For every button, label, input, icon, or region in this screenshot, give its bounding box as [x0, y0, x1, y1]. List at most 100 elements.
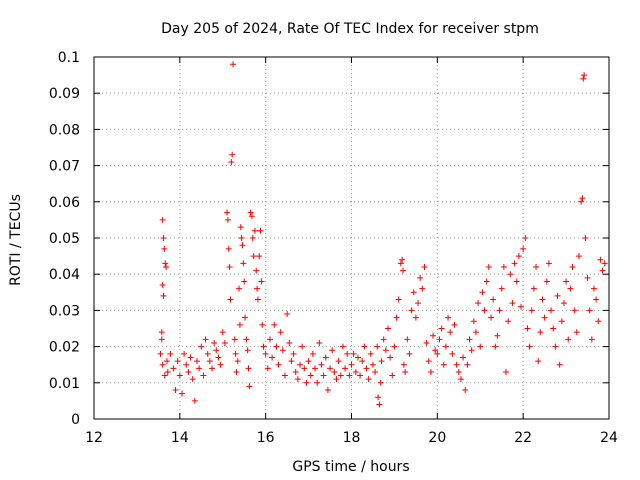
data-point: [161, 372, 168, 379]
data-point: [213, 347, 220, 354]
data-point: [524, 325, 531, 332]
data-point: [352, 368, 359, 375]
data-point: [541, 314, 548, 321]
data-point: [423, 339, 430, 346]
data-point: [367, 350, 374, 357]
data-point: [236, 285, 243, 292]
data-point: [391, 343, 398, 350]
data-point: [299, 343, 306, 350]
data-point: [382, 347, 389, 354]
data-point: [530, 285, 537, 292]
data-point: [505, 318, 512, 325]
data-point: [202, 336, 209, 343]
data-point: [322, 354, 329, 361]
data-point: [579, 195, 586, 202]
data-point: [200, 372, 207, 379]
data-point: [284, 311, 291, 318]
x-tick-label: 16: [257, 430, 275, 446]
data-point: [318, 361, 325, 368]
data-point: [232, 350, 239, 357]
data-point: [324, 387, 331, 394]
data-point: [303, 379, 310, 386]
data-point: [301, 365, 308, 372]
data-point: [479, 289, 486, 296]
data-point: [237, 224, 244, 231]
data-point: [251, 227, 258, 234]
data-point: [163, 263, 170, 270]
data-point: [500, 263, 507, 270]
y-tick-label: 0.1: [58, 50, 80, 66]
y-tick-label: 0.04: [49, 267, 80, 283]
data-point: [309, 350, 316, 357]
axis-ticks: 12 14 16 18 20 22 24 0 0.01 0.02 0.03 0.04 0.05 0.06 0…: [49, 50, 618, 446]
data-point: [515, 253, 522, 260]
data-point: [365, 376, 372, 383]
y-tick-label: 0.05: [49, 231, 80, 247]
data-point: [292, 368, 299, 375]
data-point: [240, 260, 247, 267]
data-point: [206, 358, 213, 365]
data-point: [410, 289, 417, 296]
data-point: [560, 300, 567, 307]
data-point: [483, 278, 490, 285]
data-point: [273, 343, 280, 350]
data-point: [558, 318, 565, 325]
data-point: [253, 267, 260, 274]
data-point: [294, 376, 301, 383]
data-point: [243, 336, 250, 343]
data-point: [329, 347, 336, 354]
data-point: [573, 329, 580, 336]
data-point: [485, 263, 492, 270]
data-point: [556, 361, 563, 368]
data-point: [397, 260, 404, 267]
data-point: [290, 350, 297, 357]
data-point: [161, 245, 168, 252]
chart-title: Day 205 of 2024, Rate Of TEC Index for r…: [161, 21, 539, 37]
data-point: [464, 361, 471, 368]
data-point: [248, 213, 255, 220]
data-point: [228, 158, 235, 165]
data-point: [374, 343, 381, 350]
data-point: [490, 296, 497, 303]
data-point: [348, 361, 355, 368]
data-point: [498, 285, 505, 292]
data-point: [354, 354, 361, 361]
data-point: [174, 358, 181, 365]
data-point: [350, 350, 357, 357]
data-point: [389, 372, 396, 379]
data-point: [189, 376, 196, 383]
data-point: [181, 350, 188, 357]
data-point: [224, 216, 231, 223]
data-point: [277, 329, 284, 336]
data-point: [281, 372, 288, 379]
data-point: [601, 260, 608, 267]
data-point: [176, 372, 183, 379]
data-point: [227, 296, 234, 303]
data-point: [384, 325, 391, 332]
data-point: [187, 354, 194, 361]
data-point: [198, 343, 205, 350]
data-point: [164, 368, 171, 375]
data-point: [380, 336, 387, 343]
data-point: [466, 336, 473, 343]
data-point: [563, 278, 570, 285]
data-point: [215, 354, 222, 361]
data-point: [528, 307, 535, 314]
data-point: [185, 368, 192, 375]
y-axis-label: ROTI / TECUs: [8, 194, 24, 286]
data-point: [445, 314, 452, 321]
data-point: [545, 260, 552, 267]
data-point: [393, 314, 400, 321]
data-point: [487, 314, 494, 321]
x-axis-label: GPS time / hours: [292, 459, 409, 475]
data-point: [254, 285, 261, 292]
data-point: [236, 321, 243, 328]
data-point: [217, 361, 224, 368]
data-point: [588, 336, 595, 343]
data-point: [257, 227, 264, 234]
data-point: [599, 267, 606, 274]
data-point: [565, 336, 572, 343]
data-point: [550, 325, 557, 332]
data-point: [242, 314, 249, 321]
